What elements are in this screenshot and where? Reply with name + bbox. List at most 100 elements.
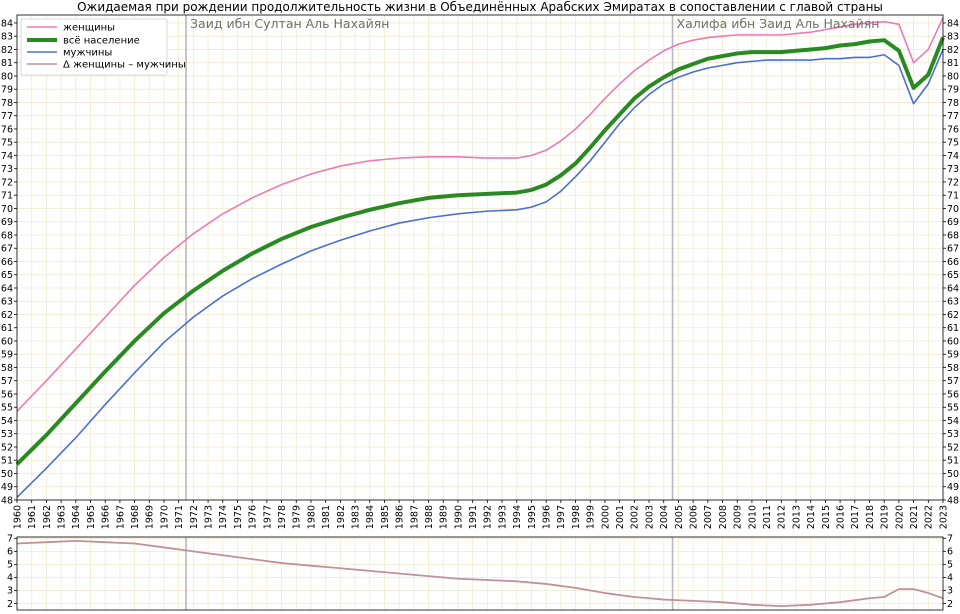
main-y-tick-label: 50: [1, 469, 13, 480]
main-x-tick-label: 1978: [277, 505, 288, 529]
main-x-tick-label: 1991: [468, 505, 479, 529]
main-x-tick-label: 2008: [718, 505, 729, 529]
series-line-women: [16, 17, 944, 412]
main-y-tick-label: 60: [1, 336, 13, 347]
sub-y-tick-label-right: 4: [947, 573, 953, 584]
main-y-tick-label: 66: [1, 257, 13, 268]
main-x-tick-label: 2001: [615, 505, 626, 529]
main-y-tick-label: 74: [1, 151, 13, 162]
main-x-tick-label: 2014: [806, 505, 817, 529]
sub-y-tick-label-right: 6: [947, 547, 953, 558]
main-x-tick-label: 2003: [644, 505, 655, 529]
main-x-tick-label: 2006: [689, 505, 700, 529]
main-y-tick-label: 53: [1, 429, 13, 440]
main-x-tick-label: 2021: [909, 505, 920, 529]
main-x-tick-label: 1989: [439, 505, 450, 529]
main-y-tick-label: 51: [1, 456, 13, 467]
main-y-tick-label: 75: [1, 138, 13, 149]
main-x-tick-label: 2022: [924, 505, 935, 529]
sub-y-tick-label-right: 7: [947, 534, 953, 545]
main-y-tick-label-right: 57: [947, 376, 959, 387]
sub-y-tick-label: 3: [7, 586, 13, 597]
main-x-ticks: 1960 1961 1962 1963 1964 1965 1966 1967 1968 1969…: [12, 500, 949, 529]
main-x-tick-label: 1994: [512, 505, 523, 529]
series-line-all: [15, 36, 945, 466]
main-x-tick-label: 2020: [894, 505, 905, 529]
main-y-tick-label: 76: [1, 124, 13, 135]
main-x-tick-label: 1983: [350, 505, 361, 529]
main-y-tick-label-right: 67: [947, 244, 959, 255]
main-y-tick-label-right: 80: [947, 71, 959, 82]
main-y-tick-label-right: 54: [947, 416, 959, 427]
main-y-tick-label: 78: [1, 98, 13, 109]
main-x-tick-label: 1961: [27, 505, 38, 529]
main-x-tick-label: 1979: [292, 505, 303, 529]
main-y-tick-label-right: 66: [947, 257, 959, 268]
ruler-labels: Заид ибн Султан Аль Нахайян Халифа ибн За…: [190, 16, 879, 31]
main-y-tick-label-right: 55: [947, 403, 959, 414]
ruler-label: Заид ибн Султан Аль Нахайян: [190, 16, 389, 31]
main-y-tick-label-right: 48: [947, 495, 959, 506]
main-y-tick-label-right: 83: [947, 32, 959, 43]
main-x-tick-label: 2018: [865, 505, 876, 529]
main-y-tick-label: 81: [1, 58, 13, 69]
main-x-tick-label: 1996: [542, 505, 553, 529]
main-x-tick-label: 1992: [483, 505, 494, 529]
main-y-tick-label: 52: [1, 442, 13, 453]
legend-label-men: мужчины: [63, 48, 112, 59]
main-y-tick-label-right: 78: [947, 98, 959, 109]
main-x-tick-label: 2013: [791, 505, 802, 529]
main-x-tick-label: 1966: [101, 505, 112, 529]
series-line-men: [16, 49, 944, 498]
main-x-tick-label: 1990: [453, 505, 464, 529]
main-x-tick-label: 1967: [115, 505, 126, 529]
sub-y-tick-label: 7: [7, 534, 13, 545]
main-y-tick-label: 82: [1, 45, 13, 56]
main-x-tick-label: 1988: [424, 505, 435, 529]
main-y-tick-label: 64: [1, 283, 13, 294]
main-x-tick-label: 2000: [600, 505, 611, 529]
main-x-tick-label: 1965: [86, 505, 97, 529]
main-y-tick-label-right: 69: [947, 217, 959, 228]
sub-ruler-markers: [185, 537, 674, 610]
main-y-tick-label-right: 84: [947, 18, 959, 29]
main-x-tick-label: 2017: [850, 505, 861, 529]
main-x-tick-label: 1987: [409, 505, 420, 529]
main-x-tick-label: 2011: [762, 505, 773, 529]
main-x-tick-label: 1968: [130, 505, 141, 529]
main-y-tick-label-right: 75: [947, 138, 959, 149]
main-y-tick-label-right: 79: [947, 85, 959, 96]
main-y-tick-label: 72: [1, 177, 13, 188]
main-y-tick-label: 69: [1, 217, 13, 228]
sub-y-tick-label: 2: [7, 599, 13, 610]
main-y-tick-label: 68: [1, 230, 13, 241]
main-y-tick-label-right: 77: [947, 111, 959, 122]
main-x-tick-label: 1999: [586, 505, 597, 529]
sub-series: [16, 540, 944, 607]
main-y-tick-label-right: 63: [947, 297, 959, 308]
legend-label-delta: Δ женщины – мужчины: [63, 60, 186, 71]
sub-y-tick-label-right: 5: [947, 560, 953, 571]
main-y-tick-label-right: 73: [947, 164, 959, 175]
main-x-tick-label: 1997: [556, 505, 567, 529]
main-x-tick-label: 1962: [42, 505, 53, 529]
main-y-tick-label: 71: [1, 191, 13, 202]
main-y-tick-label-right: 61: [947, 323, 959, 334]
ruler-markers: [185, 15, 674, 500]
sub-y-ticks-left: 2 3 4 5 6 7: [7, 534, 17, 610]
main-x-tick-label: 1985: [380, 505, 391, 529]
main-x-tick-label: 2004: [659, 505, 670, 529]
main-y-tick-label: 79: [1, 85, 13, 96]
legend: женщины всё население мужчины Δ женщины …: [20, 18, 186, 76]
main-x-tick-label: 1974: [218, 505, 229, 529]
main-series: [15, 17, 945, 498]
main-x-tick-label: 2012: [777, 505, 788, 529]
series-line-delta: [16, 540, 944, 607]
main-x-tick-label: 1964: [71, 505, 82, 529]
main-y-tick-label-right: 50: [947, 469, 959, 480]
main-y-tick-label-right: 71: [947, 191, 959, 202]
main-y-tick-label: 67: [1, 244, 13, 255]
main-y-tick-label: 57: [1, 376, 13, 387]
main-y-tick-label-right: 70: [947, 204, 959, 215]
